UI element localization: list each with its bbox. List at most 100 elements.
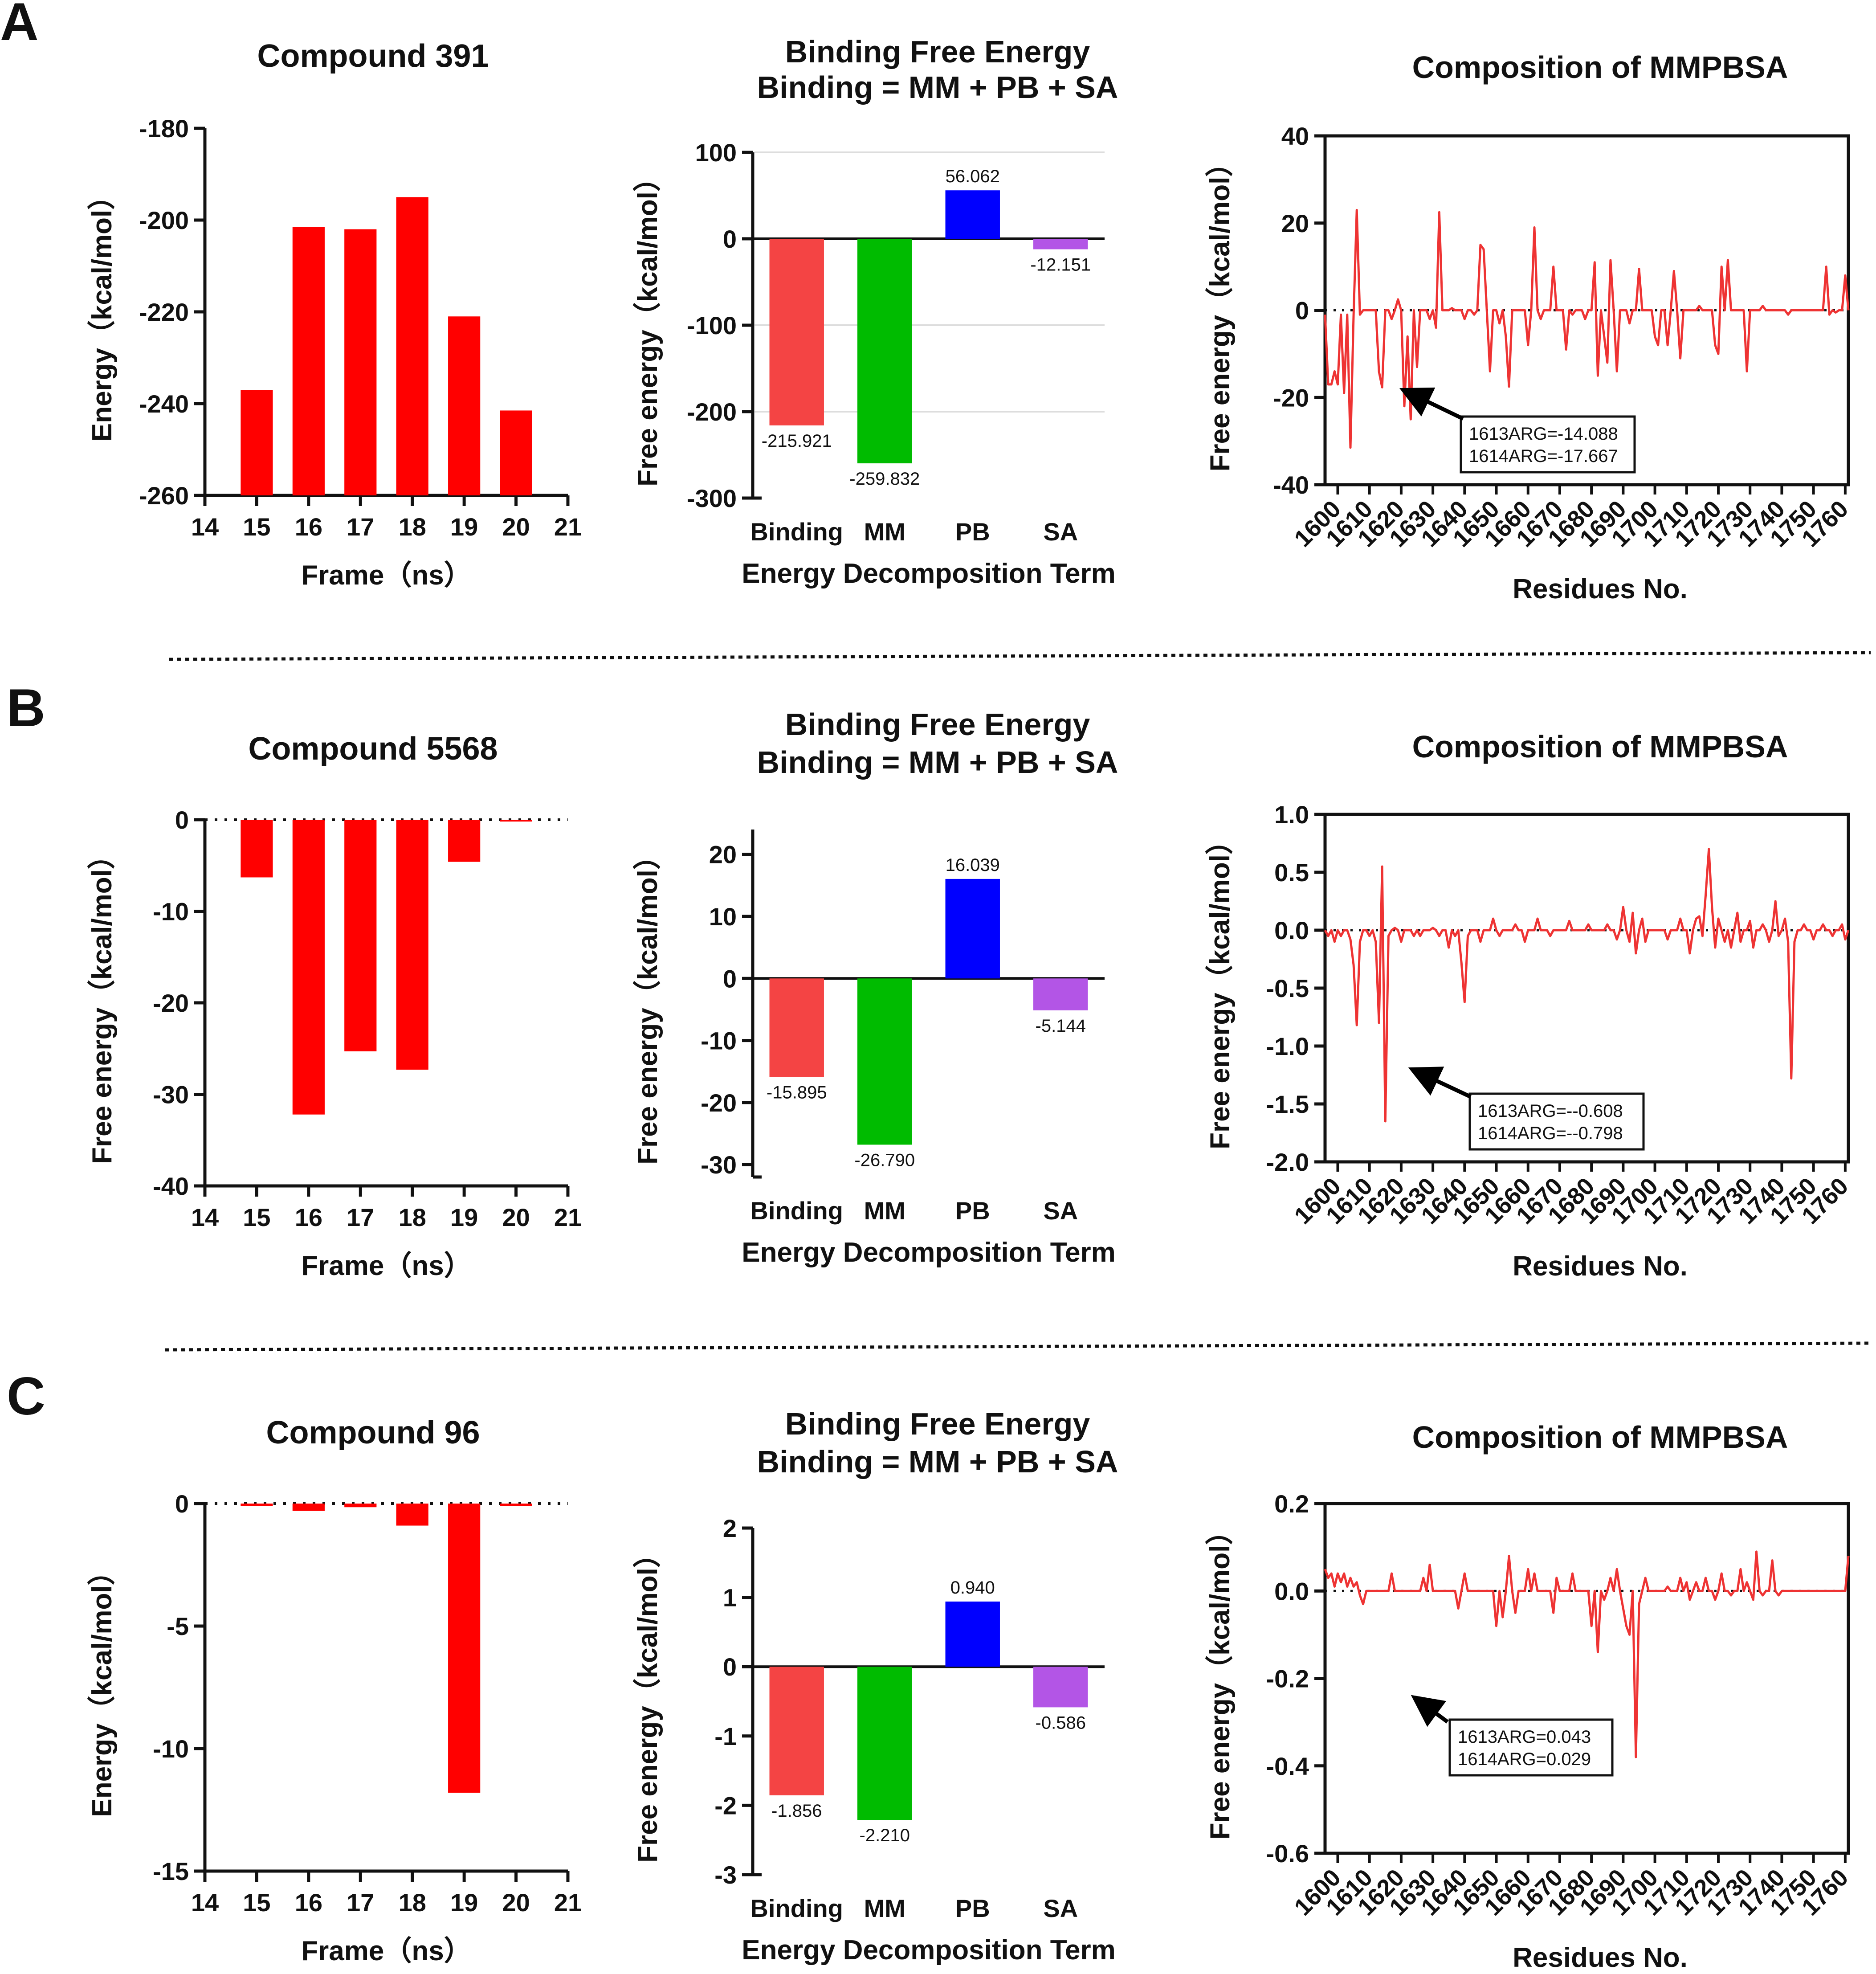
frame-bar — [500, 410, 532, 495]
y-axis-label: Free energy（kcal/mol） — [632, 842, 663, 1165]
y-tick-label: -10 — [153, 898, 189, 926]
y-tick-label: -220 — [139, 298, 189, 326]
y-tick-label: -20 — [1273, 384, 1309, 412]
frame-bar — [396, 1504, 428, 1526]
frame-bar — [500, 820, 532, 822]
annotation-line-2: 1614ARG=-17.667 — [1469, 446, 1618, 466]
chart-title-line-2: Binding = MM + PB + SA — [757, 1444, 1118, 1479]
plot-frame — [1323, 1502, 1850, 1855]
y-axis-label: Free energy（kcal/mol） — [1204, 149, 1236, 472]
frame-bar — [344, 1504, 377, 1508]
y-tick-label: -100 — [687, 311, 737, 339]
y-tick-label: -5 — [167, 1612, 189, 1640]
annotation-box — [1468, 1092, 1645, 1151]
y-tick-label: 0.0 — [1274, 916, 1309, 944]
y-tick-label: -240 — [139, 390, 189, 418]
y-tick-label: -200 — [687, 398, 737, 426]
y-axis-label: Free energy（kcal/mol） — [86, 842, 118, 1164]
decomp-bar — [945, 879, 1000, 979]
y-tick-label: -300 — [687, 484, 737, 512]
chart-title: Composition of MMPBSA — [1412, 729, 1788, 764]
category-label: PB — [955, 518, 990, 546]
binding-free-energy-chart-c: -3 -2 -1 0 1 2 -1.856 Binding -2.210 MM 0.940 PB -0.… — [632, 1406, 1118, 1966]
chart-title-line-2: Binding = MM + PB + SA — [757, 745, 1118, 780]
frame-bar — [448, 820, 481, 862]
category-label: Binding — [750, 1197, 843, 1225]
x-tick-label: 14 — [191, 513, 219, 541]
annotation-arrow — [1408, 1067, 1472, 1099]
chart-title: Compound 96 — [266, 1415, 480, 1451]
category-label: SA — [1043, 518, 1078, 546]
bar-value-label: -215.921 — [762, 431, 832, 451]
frame-bar — [292, 227, 325, 495]
annotation-line-2: 1614ARG=0.029 — [1458, 1749, 1591, 1769]
category-label: MM — [864, 1197, 905, 1225]
annotation-line-1: 1613ARG=--0.608 — [1478, 1101, 1623, 1121]
frame-bar — [292, 1504, 325, 1511]
y-tick-label: -3 — [714, 1861, 737, 1889]
decomp-bar — [945, 1601, 1000, 1667]
frame-energy-chart-b: -40 -30 -20 -10 0 14 15 16 17 18 19 20 21 Compound 55… — [86, 731, 582, 1281]
y-tick-label: -0.4 — [1266, 1752, 1309, 1780]
x-tick-label: 14 — [191, 1203, 219, 1231]
category-label: MM — [864, 1894, 905, 1922]
y-tick-label: 0.0 — [1274, 1577, 1309, 1605]
y-tick-label: 0 — [175, 1490, 189, 1518]
x-tick-label: 19 — [450, 1888, 478, 1917]
decomp-bar — [769, 1667, 824, 1795]
decomp-bar — [857, 1667, 912, 1820]
residue-energy-line — [1324, 208, 1850, 449]
x-axis-label: Energy Decomposition Term — [742, 1237, 1115, 1268]
annotation-box — [1448, 1718, 1614, 1777]
x-axis-label: Frame（ns） — [301, 560, 471, 591]
y-tick-label: -0.6 — [1266, 1839, 1309, 1868]
annotation-line-1: 1613ARG=-14.088 — [1469, 424, 1618, 444]
bar-value-label: -15.895 — [767, 1083, 827, 1103]
y-axis-label: Free energy（kcal/mol） — [632, 164, 663, 486]
x-tick-label: 16 — [295, 1203, 322, 1231]
y-tick-label: -1.5 — [1266, 1090, 1309, 1118]
y-tick-label: -1 — [714, 1722, 737, 1750]
x-tick-label: 17 — [347, 1888, 374, 1917]
y-tick-label: 0 — [723, 1653, 737, 1681]
x-tick-label: 18 — [399, 1203, 426, 1231]
bar-value-label: -2.210 — [860, 1826, 910, 1845]
panel-letter-a: A — [0, 0, 39, 52]
x-tick-label: 20 — [502, 513, 530, 541]
panel-separator-ab — [169, 651, 1871, 661]
x-tick-label: 16 — [295, 513, 322, 541]
x-axis-label: Residues No. — [1513, 574, 1688, 605]
x-tick-label: 16 — [295, 1888, 322, 1917]
y-tick-label: -0.2 — [1266, 1665, 1309, 1693]
annotation-box — [1460, 415, 1636, 474]
decomp-bar — [1033, 978, 1088, 1010]
frame-bar — [292, 820, 325, 1115]
frame-bar — [241, 1504, 273, 1506]
frame-bar — [241, 390, 273, 495]
annotation-arrow — [1411, 1695, 1449, 1727]
y-axis-label: Energy（kcal/mol） — [86, 1557, 118, 1817]
y-tick-label: -180 — [139, 114, 189, 143]
y-tick-label: -2 — [714, 1791, 737, 1819]
y-axis-label: Energy（kcal/mol） — [86, 182, 118, 441]
y-tick-label: 100 — [695, 139, 737, 167]
x-tick-label: 15 — [243, 1888, 270, 1917]
y-tick-label: 0.5 — [1274, 858, 1309, 887]
x-tick-label: 21 — [554, 513, 582, 541]
frame-bar — [344, 820, 377, 1051]
y-tick-label: -30 — [153, 1081, 189, 1109]
panel-letter-b: B — [7, 678, 45, 738]
frame-bar — [500, 1504, 532, 1506]
chart-title: Composition of MMPBSA — [1412, 1420, 1788, 1455]
x-tick-label: 18 — [399, 1888, 426, 1917]
panel-separator-bc — [164, 1341, 1871, 1352]
x-tick-label: 21 — [554, 1203, 582, 1231]
y-tick-label: 1.0 — [1274, 801, 1309, 829]
x-axis-label: Frame（ns） — [301, 1935, 471, 1966]
x-tick-label: 18 — [399, 513, 426, 541]
frame-bar — [396, 820, 428, 1070]
x-axis-label: Residues No. — [1513, 1251, 1688, 1282]
frame-bar — [448, 316, 481, 495]
panel-letter-c: C — [7, 1366, 45, 1426]
chart-title-line-1: Binding Free Energy — [785, 34, 1090, 69]
